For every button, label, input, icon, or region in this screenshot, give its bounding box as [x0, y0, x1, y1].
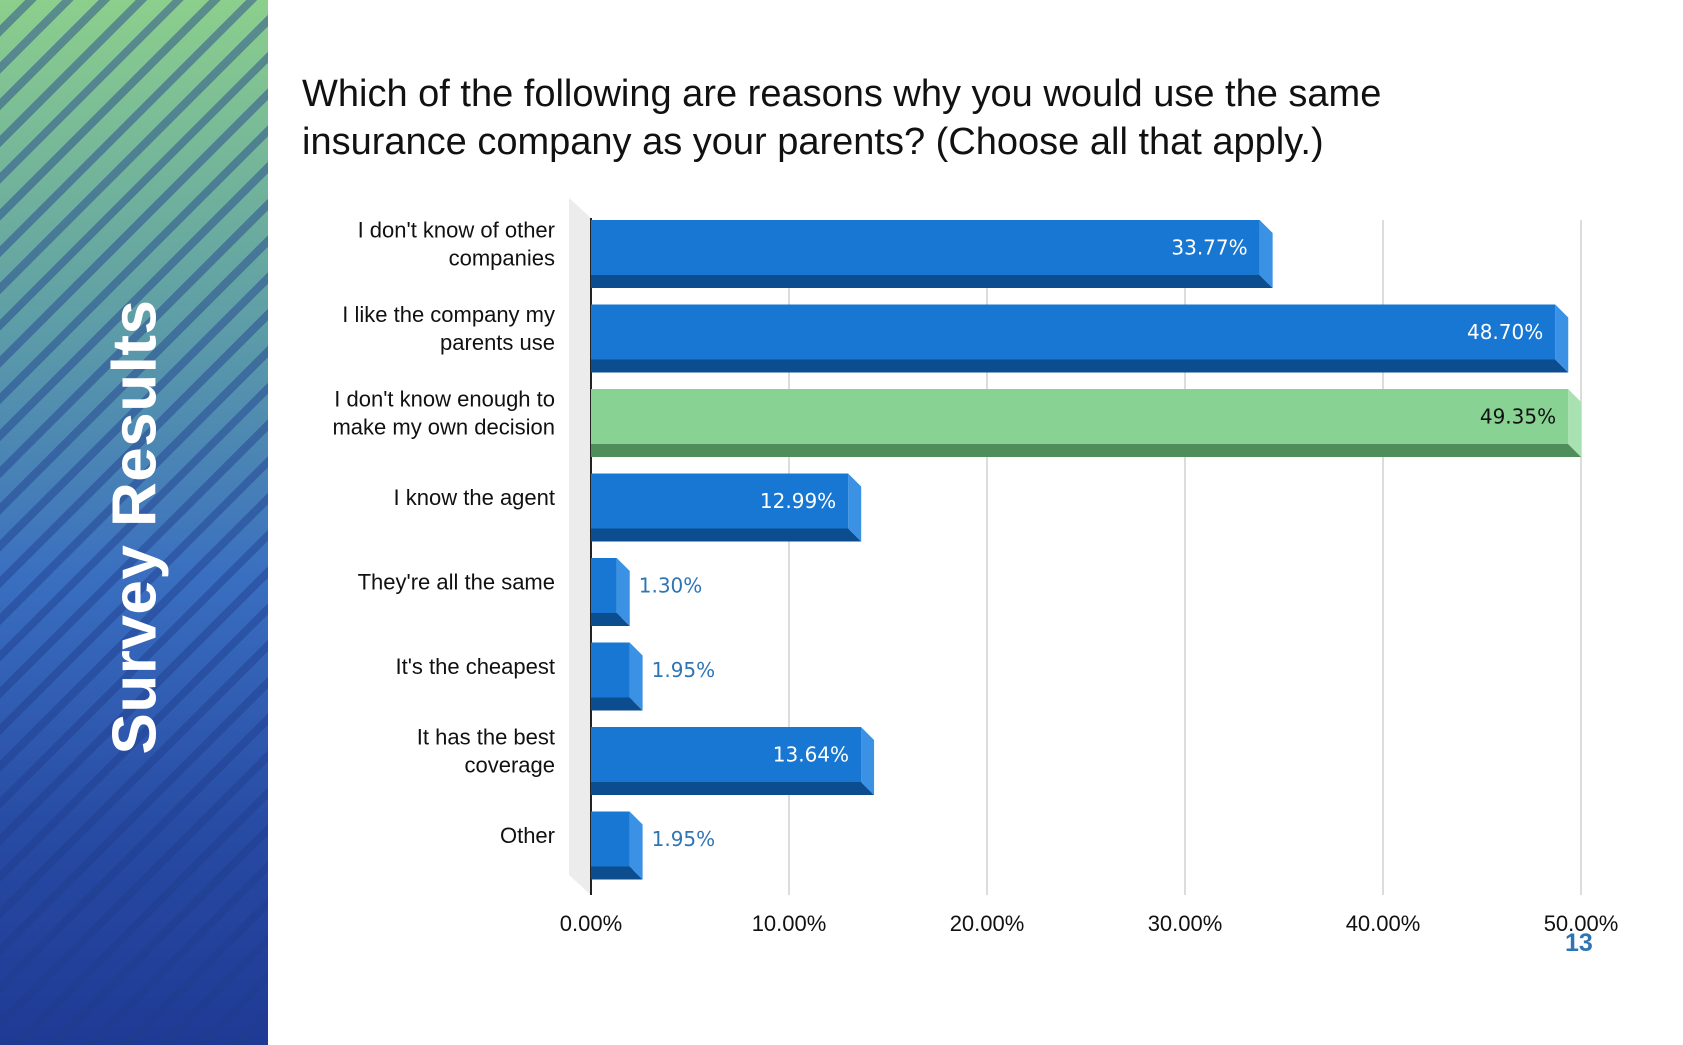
bar: [591, 558, 617, 613]
x-tick-label: 40.00%: [1346, 911, 1421, 936]
chart-side-wall: [569, 198, 591, 895]
category-label: They're all the same: [358, 570, 555, 595]
sidebar: Survey Results: [0, 0, 268, 1045]
bar-bottom-face: [591, 359, 1569, 373]
bar-bottom-face: [591, 782, 875, 795]
sidebar-stripes: [0, 0, 268, 1045]
bar-value-label: 33.77%: [1171, 236, 1247, 260]
bar: [591, 727, 862, 782]
bar: [591, 389, 1569, 444]
category-label: companies: [449, 246, 555, 271]
category-label: I don't know enough to: [334, 387, 555, 412]
category-label: parents use: [440, 330, 555, 355]
category-label: I don't know of other: [358, 218, 555, 243]
x-tick-label: 20.00%: [950, 911, 1025, 936]
category-label: coverage: [464, 753, 555, 778]
bar-bottom-face: [591, 613, 630, 626]
bar-value-label: 1.95%: [652, 827, 716, 851]
bar-end-face: [629, 642, 643, 711]
bar: [591, 304, 1556, 360]
bar: [591, 811, 630, 867]
bar-bottom-face: [591, 444, 1582, 457]
bar-end-face: [1555, 304, 1569, 373]
bar-value-label: 1.95%: [652, 658, 716, 682]
chart-title: Which of the following are reasons why y…: [302, 73, 1382, 163]
bar-end-face: [861, 727, 875, 795]
bar-end-face: [616, 558, 630, 626]
x-tick-label: 30.00%: [1148, 911, 1223, 936]
category-label: It's the cheapest: [395, 654, 555, 679]
category-label: It has the best: [417, 725, 555, 750]
bar-bottom-face: [591, 275, 1273, 288]
bar-bottom-face: [591, 528, 862, 542]
bar: [591, 642, 630, 698]
bar-value-label: 13.64%: [773, 743, 849, 767]
category-label: Other: [500, 823, 555, 848]
category-label: I know the agent: [394, 485, 555, 510]
bar-value-label: 49.35%: [1480, 405, 1556, 429]
bar-bottom-face: [591, 697, 643, 711]
page-number: 13: [1565, 929, 1593, 957]
x-tick-label: 0.00%: [560, 911, 622, 936]
bar-value-label: 48.70%: [1467, 320, 1543, 344]
bar-value-label: 12.99%: [760, 489, 836, 513]
bar-end-face: [1259, 220, 1273, 288]
bar-value-label: 1.30%: [639, 574, 703, 598]
category-label: I like the company my: [342, 302, 555, 327]
bar: [591, 220, 1260, 275]
bar-end-face: [1568, 389, 1582, 457]
bar-end-face: [629, 811, 643, 880]
category-label: make my own decision: [332, 415, 555, 440]
bar-end-face: [848, 473, 862, 542]
bar: [591, 473, 849, 529]
x-tick-label: 10.00%: [752, 911, 827, 936]
x-tick-label: 50.00%: [1544, 911, 1619, 936]
bar-bottom-face: [591, 866, 643, 880]
